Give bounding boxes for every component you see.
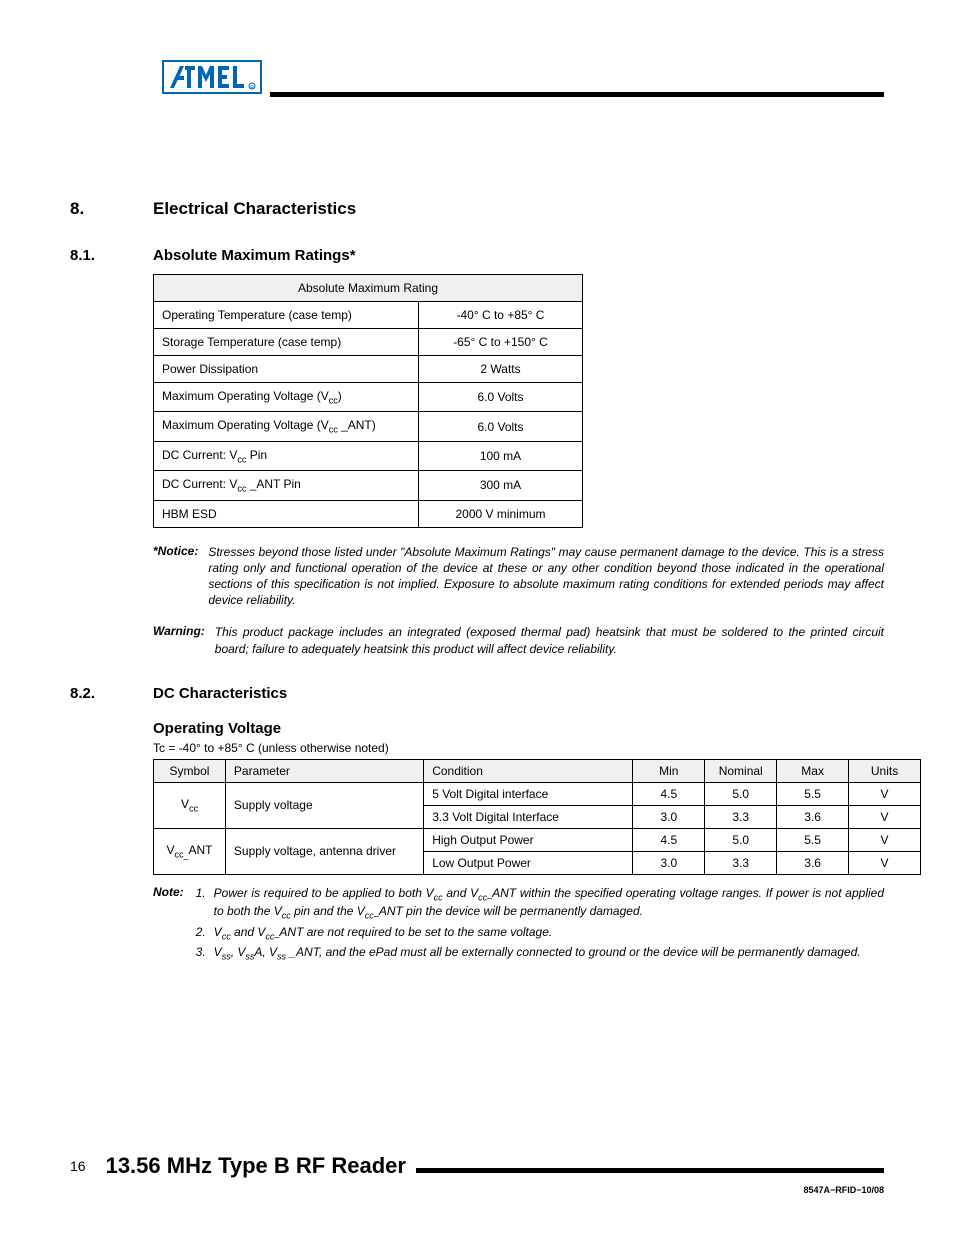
note-item-text: Vss, VssA, Vss _ANT, and the ePad must a… <box>214 944 884 963</box>
param-cell: Maximum Operating Voltage (Vcc) <box>154 383 419 412</box>
table-row: Power Dissipation2 Watts <box>154 356 583 383</box>
param-cell: HBM ESD <box>154 500 419 527</box>
page-footer: 16 13.56 MHz Type B RF Reader 8547A−RFID… <box>70 1153 884 1195</box>
nom-cell: 3.3 <box>705 805 777 828</box>
table-row: Operating Temperature (case temp)-40° C … <box>154 302 583 329</box>
value-cell: -40° C to +85° C <box>419 302 583 329</box>
note-item-text: Vcc and Vcc–ANT are not required to be s… <box>214 924 884 943</box>
note-list: 1.Power is required to be applied to bot… <box>196 885 884 965</box>
note-item: 3.Vss, VssA, Vss _ANT, and the ePad must… <box>196 944 884 963</box>
warning-label: Warning: <box>153 624 205 656</box>
abs-max-ratings-table: Absolute Maximum Rating Operating Temper… <box>153 274 583 528</box>
tc-condition: Tc = -40° to +85° C (unless otherwise no… <box>153 741 884 755</box>
page-number: 16 <box>70 1158 86 1174</box>
warning-text: This product package includes an integra… <box>215 624 884 656</box>
param-cell: DC Current: Vcc Pin <box>154 441 419 470</box>
table-row: VccSupply voltage5 Volt Digital interfac… <box>154 782 921 805</box>
param-cell: Supply voltage <box>225 782 423 828</box>
value-cell: 2000 V minimum <box>419 500 583 527</box>
nom-cell: 3.3 <box>705 851 777 874</box>
param-cell: Operating Temperature (case temp) <box>154 302 419 329</box>
atmel-logo: R <box>162 60 262 99</box>
value-cell: 100 mA <box>419 441 583 470</box>
min-cell: 4.5 <box>633 828 705 851</box>
table-row: DC Current: Vcc Pin100 mA <box>154 441 583 470</box>
condition-cell: 5 Volt Digital interface <box>424 782 633 805</box>
unit-cell: V <box>849 805 921 828</box>
table-row: Vcc_ANTSupply voltage, antenna driverHig… <box>154 828 921 851</box>
column-header: Max <box>777 759 849 782</box>
column-header: Symbol <box>154 759 226 782</box>
param-cell: Power Dissipation <box>154 356 419 383</box>
condition-cell: Low Output Power <box>424 851 633 874</box>
subsection-8-2: 8.2. DC Characteristics <box>70 685 884 702</box>
footer-title: 13.56 MHz Type B RF Reader <box>106 1153 406 1179</box>
table-row: Maximum Operating Voltage (Vcc _ANT)6.0 … <box>154 412 583 441</box>
subsection-8-1: 8.1. Absolute Maximum Ratings* <box>70 247 884 264</box>
note-item-number: 1. <box>196 885 214 922</box>
min-cell: 3.0 <box>633 851 705 874</box>
symbol-cell: Vcc_ANT <box>154 828 226 874</box>
param-cell: DC Current: Vcc _ANT Pin <box>154 471 419 500</box>
max-cell: 5.5 <box>777 782 849 805</box>
nom-cell: 5.0 <box>705 782 777 805</box>
note-item-number: 2. <box>196 924 214 943</box>
max-cell: 5.5 <box>777 828 849 851</box>
notice-text: Stresses beyond those listed under "Abso… <box>208 544 884 609</box>
unit-cell: V <box>849 851 921 874</box>
page-header: R <box>70 60 884 99</box>
value-cell: 300 mA <box>419 471 583 500</box>
notice-label: *Notice: <box>153 544 198 609</box>
value-cell: 6.0 Volts <box>419 383 583 412</box>
value-cell: -65° C to +150° C <box>419 329 583 356</box>
column-header: Units <box>849 759 921 782</box>
subsection-number: 8.2. <box>70 685 153 702</box>
table-row: Maximum Operating Voltage (Vcc)6.0 Volts <box>154 383 583 412</box>
table-notes: Note: 1.Power is required to be applied … <box>153 885 884 965</box>
column-header: Parameter <box>225 759 423 782</box>
operating-voltage-heading: Operating Voltage <box>153 720 884 737</box>
section-heading: 8. Electrical Characteristics <box>70 199 884 219</box>
min-cell: 3.0 <box>633 805 705 828</box>
note-label: Note: <box>153 885 184 965</box>
param-cell: Storage Temperature (case temp) <box>154 329 419 356</box>
notice-block: *Notice: Stresses beyond those listed un… <box>153 544 884 609</box>
max-cell: 3.6 <box>777 851 849 874</box>
nom-cell: 5.0 <box>705 828 777 851</box>
column-header: Condition <box>424 759 633 782</box>
column-header: Min <box>633 759 705 782</box>
unit-cell: V <box>849 828 921 851</box>
unit-cell: V <box>849 782 921 805</box>
symbol-cell: Vcc <box>154 782 226 828</box>
doc-id: 8547A−RFID−10/08 <box>70 1185 884 1195</box>
note-item: 1.Power is required to be applied to bot… <box>196 885 884 922</box>
footer-rule <box>416 1168 884 1173</box>
section-title: Electrical Characteristics <box>153 199 356 219</box>
table-row: HBM ESD2000 V minimum <box>154 500 583 527</box>
value-cell: 2 Watts <box>419 356 583 383</box>
subsection-title: DC Characteristics <box>153 685 287 702</box>
table-row: DC Current: Vcc _ANT Pin300 mA <box>154 471 583 500</box>
param-cell: Maximum Operating Voltage (Vcc _ANT) <box>154 412 419 441</box>
max-cell: 3.6 <box>777 805 849 828</box>
param-cell: Supply voltage, antenna driver <box>225 828 423 874</box>
table-row: Storage Temperature (case temp)-65° C to… <box>154 329 583 356</box>
min-cell: 4.5 <box>633 782 705 805</box>
dc-characteristics-table: SymbolParameterConditionMinNominalMaxUni… <box>153 759 921 875</box>
subsection-number: 8.1. <box>70 247 153 264</box>
value-cell: 6.0 Volts <box>419 412 583 441</box>
subsection-title: Absolute Maximum Ratings* <box>153 247 356 264</box>
column-header: Nominal <box>705 759 777 782</box>
condition-cell: High Output Power <box>424 828 633 851</box>
table1-header: Absolute Maximum Rating <box>154 275 583 302</box>
note-item-text: Power is required to be applied to both … <box>214 885 884 922</box>
svg-text:R: R <box>250 85 254 91</box>
section-number: 8. <box>70 199 153 219</box>
header-rule <box>270 92 884 97</box>
note-item: 2.Vcc and Vcc–ANT are not required to be… <box>196 924 884 943</box>
warning-block: Warning: This product package includes a… <box>153 624 884 656</box>
note-item-number: 3. <box>196 944 214 963</box>
condition-cell: 3.3 Volt Digital Interface <box>424 805 633 828</box>
